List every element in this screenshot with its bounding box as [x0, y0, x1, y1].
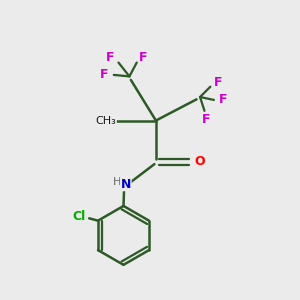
- Text: F: F: [139, 51, 148, 64]
- Text: F: F: [218, 93, 227, 106]
- Text: H: H: [113, 177, 121, 187]
- Text: F: F: [100, 68, 108, 81]
- Text: F: F: [214, 76, 223, 89]
- Text: F: F: [105, 51, 114, 64]
- Text: Cl: Cl: [72, 210, 86, 223]
- Text: N: N: [121, 178, 131, 191]
- Text: F: F: [202, 113, 210, 126]
- Text: CH₃: CH₃: [95, 116, 116, 126]
- Text: O: O: [195, 155, 206, 168]
